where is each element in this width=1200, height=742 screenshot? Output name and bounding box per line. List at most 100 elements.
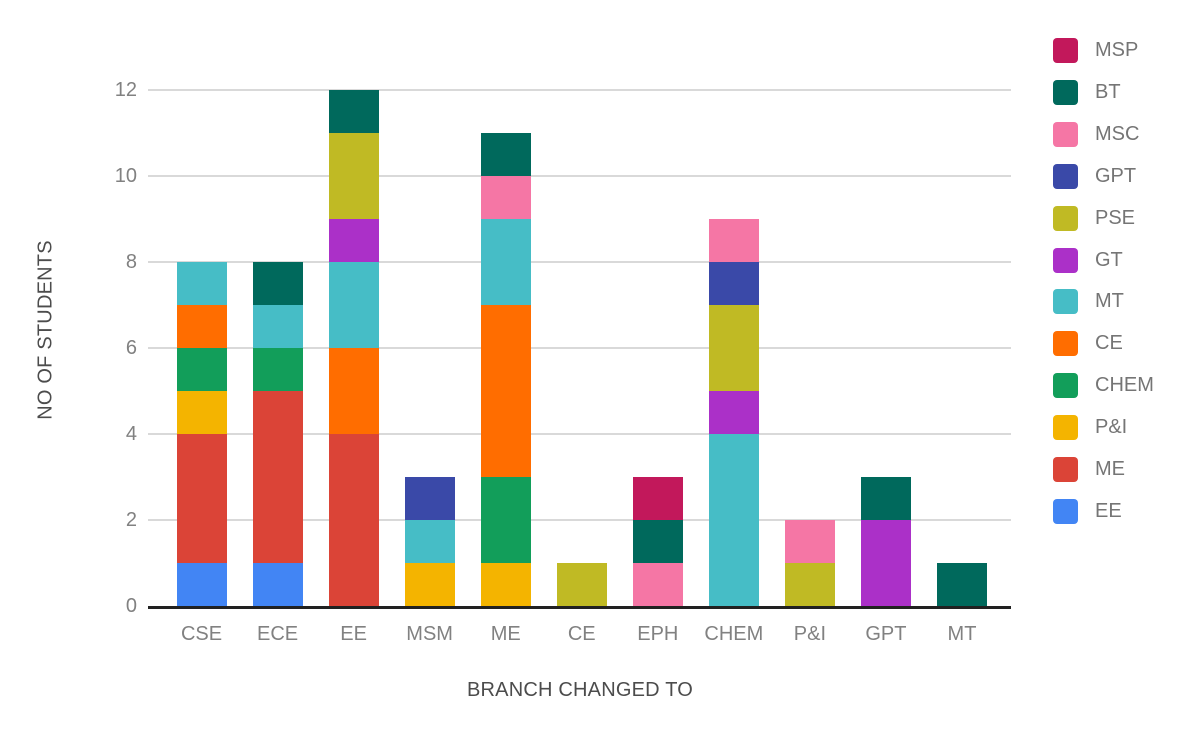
legend-label-MSP: MSP	[1095, 39, 1139, 61]
legend-item-P&I[interactable]: P&I	[1053, 415, 1128, 441]
y-axis-title: NO OF STUDENTS	[34, 240, 57, 420]
bar-segment-ME-CE[interactable]	[480, 305, 531, 477]
legend-label-ME: ME	[1095, 458, 1125, 480]
bar-segment-EE-MT[interactable]	[328, 262, 379, 348]
bar-segment-ECE-CHEM[interactable]	[252, 348, 303, 391]
bar-segment-ME-MT[interactable]	[480, 219, 531, 305]
bar-segment-CSE-CE[interactable]	[176, 305, 227, 348]
legend-item-BT[interactable]: BT	[1053, 79, 1121, 105]
y-tick-label-8: 8	[125, 251, 137, 273]
x-category-label-CHEM: CHEM	[704, 623, 764, 645]
legend-label-MSC: MSC	[1095, 122, 1140, 145]
legend-item-MSC[interactable]: MSC	[1053, 121, 1140, 147]
y-tick-label-10: 10	[114, 165, 137, 187]
x-category-label-P&I: P&I	[793, 623, 827, 645]
bar-segment-ECE-EE[interactable]	[252, 563, 303, 606]
x-category-label-CSE: CSE	[180, 623, 223, 645]
legend-swatch-EE	[1053, 498, 1078, 524]
bar-segment-P&I-MSC[interactable]	[784, 520, 835, 563]
legend-swatch-MSP	[1053, 38, 1078, 63]
legend-swatch-BT	[1053, 79, 1078, 105]
legend-swatch-CHEM	[1053, 373, 1078, 399]
x-category-label-MT: MT	[947, 623, 977, 645]
legend-label-MT: MT	[1095, 290, 1124, 313]
legend-item-EE[interactable]: EE	[1053, 498, 1122, 524]
x-axis-title: BRANCH CHANGED TO	[466, 679, 694, 701]
bar-segment-ME-BT[interactable]	[480, 133, 531, 176]
legend-item-MT[interactable]: MT	[1053, 289, 1124, 315]
bar-segment-CHEM-GPT[interactable]	[708, 262, 759, 305]
bar-segment-CHEM-MT[interactable]	[708, 434, 759, 606]
legend-item-GT[interactable]: GT	[1053, 247, 1123, 273]
bar-segment-ME-CHEM[interactable]	[480, 477, 531, 563]
legend-swatch-MSC	[1053, 121, 1078, 147]
legend-label-PSE: PSE	[1095, 206, 1136, 229]
legend-label-GT: GT	[1095, 248, 1123, 271]
bar-segment-P&I-PSE[interactable]	[784, 563, 835, 606]
x-axis-line	[148, 606, 1011, 609]
gridline-8	[148, 261, 1011, 263]
bar-segment-CSE-P&I[interactable]	[176, 391, 227, 434]
bar-segment-EE-ME[interactable]	[328, 434, 379, 606]
legend-item-GPT[interactable]: GPT	[1053, 163, 1137, 189]
bar-segment-ME-MSC[interactable]	[480, 176, 531, 219]
bar-segment-ECE-ME[interactable]	[252, 391, 303, 563]
bar-segment-GPT-GT[interactable]	[860, 520, 911, 606]
gridline-12	[148, 89, 1011, 91]
gridline-10	[148, 175, 1011, 177]
legend-item-CE[interactable]: CE	[1053, 331, 1123, 357]
legend-item-PSE[interactable]: PSE	[1053, 205, 1136, 231]
bar-segment-CSE-ME[interactable]	[176, 434, 227, 563]
legend-item-MSP[interactable]: MSP	[1053, 38, 1138, 63]
bar-segment-EPH-MSC[interactable]	[632, 563, 683, 606]
legend-swatch-MT	[1053, 289, 1078, 315]
legend-label-GPT: GPT	[1095, 164, 1137, 187]
bar-segment-CSE-MT[interactable]	[176, 262, 227, 305]
gridline-2	[148, 519, 1011, 521]
legend-swatch-GPT	[1053, 163, 1078, 189]
gridline-6	[148, 347, 1011, 349]
bar-segment-CSE-CHEM[interactable]	[176, 348, 227, 391]
bar-segment-MSM-GPT[interactable]	[404, 477, 455, 520]
x-category-label-GPT: GPT	[865, 623, 907, 645]
legend-label-BT: BT	[1095, 80, 1121, 103]
bar-segment-EPH-BT[interactable]	[632, 520, 683, 563]
y-tick-label-6: 6	[125, 337, 137, 359]
legend-label-P&I: P&I	[1095, 416, 1128, 439]
legend-swatch-P&I	[1053, 415, 1078, 441]
bar-segment-ECE-BT[interactable]	[252, 262, 303, 305]
legend-swatch-GT	[1053, 247, 1078, 273]
bar-segment-MSM-P&I[interactable]	[404, 563, 455, 606]
bar-segment-MSM-MT[interactable]	[404, 520, 455, 563]
x-category-label-EPH: EPH	[637, 623, 679, 645]
legend-item-ME[interactable]: ME	[1053, 457, 1125, 482]
y-tick-label-4: 4	[125, 423, 137, 445]
bar-segment-MT-BT[interactable]	[937, 563, 987, 606]
legend-label-CHEM: CHEM	[1095, 374, 1154, 397]
legend-swatch-ME	[1053, 457, 1078, 482]
bar-segment-ECE-MT[interactable]	[252, 305, 303, 348]
gridline-4	[148, 433, 1011, 435]
bar-segment-CE-PSE[interactable]	[556, 563, 607, 606]
bar-segment-CHEM-MSC[interactable]	[708, 219, 759, 262]
legend-swatch-PSE	[1053, 205, 1078, 231]
x-category-label-ME: ME	[490, 623, 521, 645]
bar-segment-EPH-MSP[interactable]	[632, 477, 683, 520]
bar-segment-CSE-EE[interactable]	[176, 563, 227, 606]
legend-label-CE: CE	[1095, 332, 1123, 355]
legend-item-CHEM[interactable]: CHEM	[1053, 373, 1154, 399]
bar-segment-EE-GT[interactable]	[328, 219, 379, 262]
x-category-label-MSM: MSM	[406, 623, 453, 645]
bar-segment-EE-BT[interactable]	[328, 90, 379, 133]
bar-segment-CHEM-GT[interactable]	[708, 391, 759, 434]
bar-segment-CHEM-PSE[interactable]	[708, 305, 759, 391]
bar-segment-ME-P&I[interactable]	[480, 563, 531, 606]
bar-segment-GPT-BT[interactable]	[860, 477, 911, 520]
legend-swatch-CE	[1053, 331, 1078, 357]
bar-segment-EE-CE[interactable]	[328, 348, 379, 434]
x-category-label-ECE: ECE	[256, 623, 299, 645]
legend-label-EE: EE	[1095, 499, 1122, 522]
bar-segment-EE-PSE[interactable]	[328, 133, 379, 219]
y-tick-label-2: 2	[125, 509, 137, 531]
